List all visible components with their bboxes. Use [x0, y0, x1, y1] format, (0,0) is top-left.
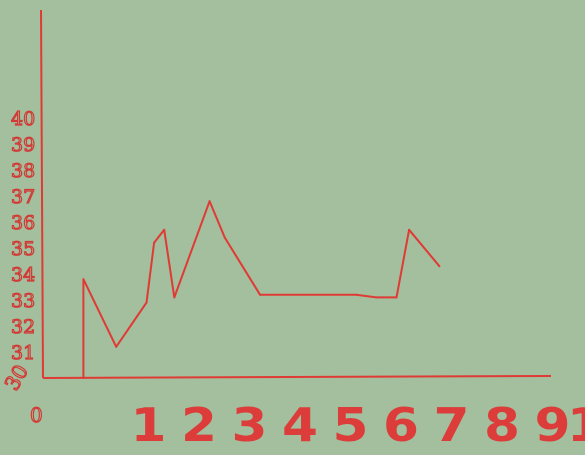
data-point: [259, 293, 262, 296]
y-tick-label: 33: [11, 290, 35, 312]
x-tick-label: 3: [232, 398, 268, 452]
data-point: [355, 293, 358, 296]
data-point: [115, 345, 118, 348]
data-point: [173, 296, 176, 299]
x-tick-label: 7: [434, 398, 470, 452]
y-axis-line: [40, 9, 44, 379]
data-point: [82, 377, 85, 379]
data-point: [223, 236, 226, 239]
data-point: [408, 228, 411, 231]
y-tick-label: 34: [11, 264, 35, 286]
y-tick-label: 36: [11, 212, 35, 234]
data-point: [438, 265, 441, 268]
y-tick-label: 38: [11, 160, 35, 182]
y-tick-label: 32: [11, 316, 35, 338]
series-line: [82, 200, 441, 378]
y-tick-label: 39: [11, 134, 35, 156]
x-tick-label: 10: [567, 398, 585, 452]
x-tick-label: 4: [282, 398, 318, 452]
x-tick-label: 9: [535, 398, 571, 452]
y-tick-label: 31: [11, 342, 35, 364]
x-tick-label: 2: [181, 398, 217, 452]
data-point: [82, 278, 85, 281]
y-tick-label: 37: [11, 186, 35, 208]
x-tick-label: 6: [383, 398, 419, 452]
x-tick-label: 8: [484, 398, 520, 452]
data-point: [208, 200, 211, 203]
y-tick-label: 40: [11, 108, 35, 130]
y-tick-label: 35: [11, 238, 35, 260]
x-tick-label: 5: [333, 398, 369, 452]
y-origin-label: 30: [0, 360, 33, 394]
x-axis-line: [42, 375, 552, 379]
data-point: [153, 241, 156, 244]
x-origin-label: 0: [30, 403, 43, 427]
data-point: [145, 301, 148, 304]
data-point: [163, 228, 166, 231]
data-point: [375, 296, 378, 299]
data-point: [395, 296, 398, 299]
x-tick-label: 1: [131, 398, 167, 452]
